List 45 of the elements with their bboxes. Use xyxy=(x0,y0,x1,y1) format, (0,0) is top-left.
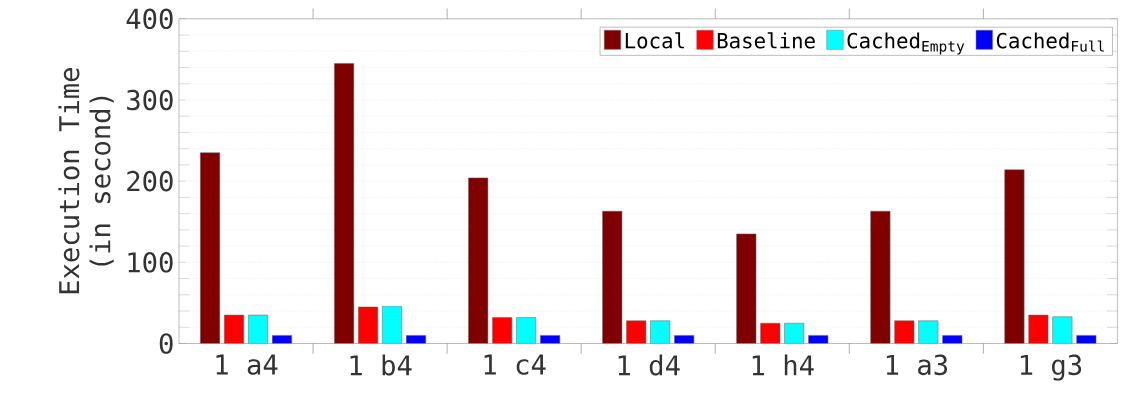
bar xyxy=(736,233,757,344)
bar xyxy=(248,314,268,344)
y-tick-label: 300 xyxy=(127,89,173,111)
bar xyxy=(334,63,355,344)
x-tick-label: 1 c4 xyxy=(484,354,546,375)
bar xyxy=(808,335,829,344)
legend-label: Baseline xyxy=(717,32,815,49)
bar xyxy=(650,320,671,344)
legend-label: Cached$_{Empty}$ xyxy=(847,32,965,55)
y-axis-title: Execution Time (in second) xyxy=(58,68,114,294)
bar xyxy=(1028,314,1049,344)
legend-label: Local xyxy=(625,32,685,49)
legend-label: Cached$_{Full}$ xyxy=(996,32,1104,52)
bar xyxy=(1052,316,1073,344)
bar xyxy=(784,323,805,344)
bar xyxy=(870,211,891,344)
bar xyxy=(602,211,623,344)
bar xyxy=(674,335,695,344)
bar xyxy=(468,177,489,344)
bar xyxy=(626,320,647,344)
x-tick-label: 1 h4 xyxy=(752,354,814,376)
x-tick-label: 1 a4 xyxy=(216,354,278,375)
y-tick-label: 400 xyxy=(126,8,173,30)
bar xyxy=(200,152,221,344)
bar xyxy=(540,335,561,344)
bar xyxy=(1004,169,1025,344)
y-tick-label: 200 xyxy=(127,170,173,192)
bar xyxy=(224,314,245,344)
bar xyxy=(918,320,939,344)
y-tick-label: 0 xyxy=(159,333,173,354)
x-tick-label: 1 g3 xyxy=(1020,354,1082,381)
bar xyxy=(358,306,379,344)
x-tick-label: 1 d4 xyxy=(618,354,680,376)
y-tick-label: 100 xyxy=(128,252,173,273)
bar xyxy=(942,335,963,344)
bar xyxy=(516,317,537,344)
bar xyxy=(760,323,781,344)
x-tick-label: 1 a3 xyxy=(886,354,948,376)
bar xyxy=(406,335,427,344)
bar xyxy=(894,320,915,344)
bar xyxy=(382,306,403,344)
bar xyxy=(272,335,292,344)
bar xyxy=(1076,335,1097,344)
x-tick-label: 1 b4 xyxy=(350,354,412,376)
bar xyxy=(492,317,513,344)
